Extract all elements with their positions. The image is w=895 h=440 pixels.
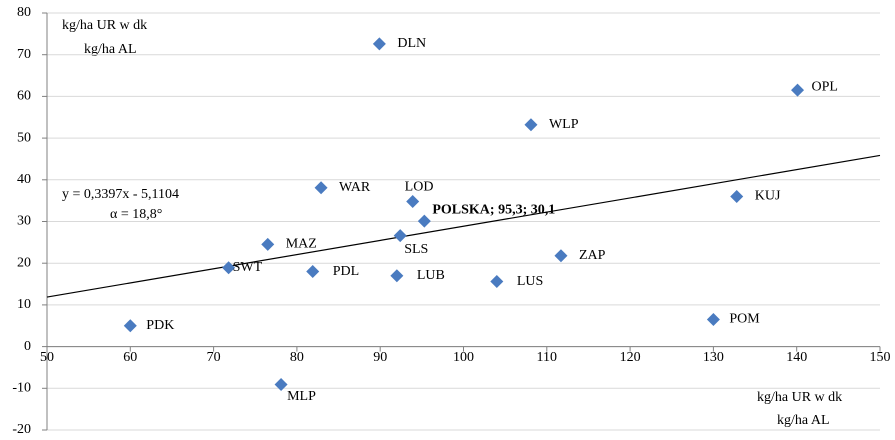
y-tick-label: 60 — [17, 89, 31, 104]
point-label: ZAP — [579, 248, 606, 263]
point-label: MAZ — [286, 237, 317, 252]
point-label: SLS — [404, 242, 428, 257]
x-tick-label: 140 — [786, 350, 807, 365]
point — [222, 261, 236, 275]
point-label: KUJ — [755, 189, 781, 204]
point — [314, 181, 328, 195]
point-label: WAR — [339, 180, 371, 195]
point-label: OPL — [812, 79, 838, 94]
x-axis-label: kg/ha UR w dk — [757, 390, 842, 405]
x-tick-label: 90 — [373, 350, 387, 365]
x-tick-label: 130 — [703, 350, 724, 365]
point-label: LOD — [405, 180, 434, 195]
trendline — [46, 154, 881, 298]
point-label: MLP — [287, 389, 316, 404]
y-tick-label: 30 — [17, 214, 31, 229]
point — [274, 378, 288, 392]
point-label: LUS — [517, 274, 543, 289]
y-tick-label: -10 — [12, 381, 31, 396]
x-tick-label: 60 — [123, 350, 137, 365]
y-tick-label: 50 — [17, 130, 31, 145]
equation: y = 0,3397x - 5,1104 — [62, 187, 179, 202]
y-tick-label: -20 — [12, 422, 31, 437]
point — [490, 275, 504, 289]
y-tick-label: 10 — [17, 297, 31, 312]
point — [261, 237, 275, 251]
point — [706, 312, 720, 326]
x-tick-label: 100 — [453, 350, 474, 365]
y-tick-label: 80 — [17, 5, 31, 20]
x-tick-label: 150 — [870, 350, 891, 365]
point — [306, 265, 320, 279]
point-label: LUB — [417, 268, 445, 283]
point — [791, 83, 805, 97]
x-tick-label: 80 — [290, 350, 304, 365]
x-tick-label: 110 — [537, 350, 557, 365]
point — [730, 189, 744, 203]
angle: α = 18,8° — [110, 207, 162, 222]
point-label: SWT — [233, 260, 263, 275]
y-tick-label: 70 — [17, 47, 31, 62]
point-label: POM — [729, 312, 760, 327]
y-tick-label: 0 — [24, 339, 31, 354]
point — [393, 229, 407, 243]
y-tick-label: 20 — [17, 255, 31, 270]
point — [554, 249, 568, 263]
x-tick-label: 70 — [207, 350, 221, 365]
point — [123, 319, 137, 333]
point-label: PDK — [146, 318, 174, 333]
point — [524, 118, 538, 132]
x-tick-label: 50 — [40, 350, 54, 365]
point-label: PDL — [333, 264, 359, 279]
point — [417, 214, 431, 228]
point — [390, 269, 404, 283]
point-label: WLP — [549, 117, 579, 132]
point-label: POLSKA; 95,3; 30,1 — [432, 202, 555, 217]
y-axis-label: kg/ha UR w dk — [62, 18, 147, 33]
y-tick-label: 40 — [17, 172, 31, 187]
point-label: DLN — [397, 36, 426, 51]
y-axis-label: kg/ha AL — [84, 42, 137, 57]
x-tick-label: 120 — [620, 350, 641, 365]
x-axis-label: kg/ha AL — [777, 413, 830, 428]
point — [372, 37, 386, 51]
point — [406, 194, 420, 208]
